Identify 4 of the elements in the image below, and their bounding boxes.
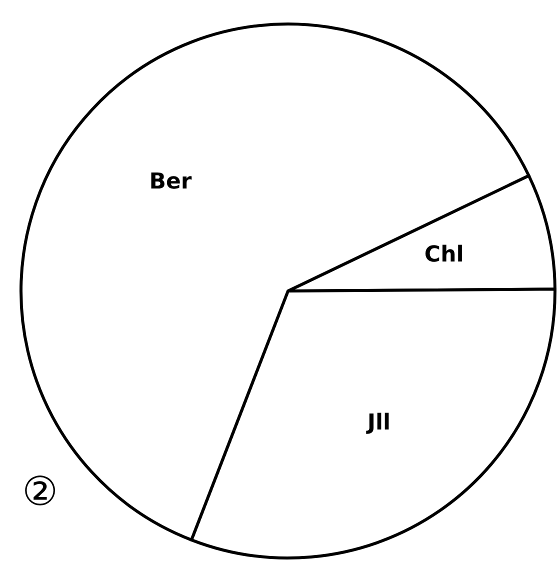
slice-label: Chl xyxy=(424,242,464,268)
slice-label: Ber xyxy=(149,170,192,195)
text: ② xyxy=(22,469,58,515)
slice-label: Jll xyxy=(365,410,391,436)
